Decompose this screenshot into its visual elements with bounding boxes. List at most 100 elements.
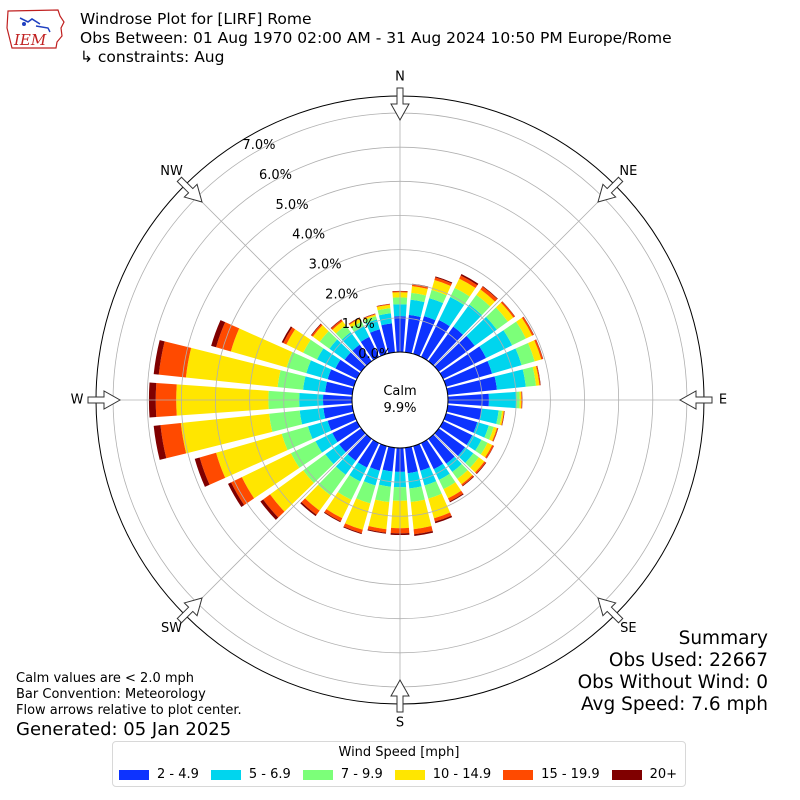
windrose-bar-segment: [319, 331, 338, 349]
windrose-bar-segment: [364, 316, 377, 324]
windrose-bar-segment: [409, 486, 425, 503]
windrose-bar-segment: [473, 422, 489, 438]
windrose-bar-segment: [413, 316, 436, 357]
chart-constraints: ↳ constraints: Aug: [80, 48, 225, 66]
windrose-bar-segment: [318, 466, 346, 496]
windrose-bar-segment: [231, 477, 255, 506]
windrose-bar-segment: [411, 284, 429, 289]
windrose-bar-segment: [433, 512, 452, 522]
compass-label: S: [396, 716, 404, 731]
flow-arrow-icon: [176, 597, 203, 624]
legend-title: Wind Speed [mph]: [338, 745, 460, 760]
windrose-bar-segment: [479, 330, 513, 359]
windrose-bar-segment: [325, 444, 346, 465]
windrose-bar-segment: [352, 344, 372, 366]
chart-subtitle: Obs Between: 01 Aug 1970 02:00 AM - 31 A…: [80, 29, 672, 47]
windrose-bar-segment: [523, 316, 534, 335]
windrose-bar-segment: [349, 318, 362, 328]
iowa-state-outline-icon: IEM: [6, 9, 65, 49]
windrose-bar-segment: [480, 442, 493, 458]
windrose-bar-segment: [446, 376, 497, 395]
windrose-bar-segment: [516, 317, 533, 339]
windrose-bar-segment: [521, 316, 534, 336]
windrose-bar-segment: [335, 325, 351, 340]
windrose-bar-segment: [306, 360, 332, 380]
windrose-bar-segment: [407, 471, 422, 489]
windrose-bar-segment: [434, 335, 475, 372]
grid-spoke: [433, 433, 616, 616]
windrose-bar-segment: [405, 446, 418, 474]
radial-tick-label: 5.0%: [276, 198, 309, 213]
legend-item: 7 - 9.9: [302, 767, 383, 782]
compass-label: N: [395, 70, 405, 85]
windrose-bar-segment: [345, 498, 371, 530]
windrose-bar-segment: [480, 286, 498, 302]
windrose-bar-segment: [367, 529, 387, 534]
legend-swatch: [210, 769, 241, 780]
windrose-bar-segment: [375, 484, 391, 503]
windrose-bar-segment: [367, 526, 387, 533]
windrose-bar-segment: [158, 341, 192, 378]
windrose-bar-segment: [536, 365, 541, 386]
windrose-bar-segment: [311, 323, 323, 337]
windrose-bar-segment: [332, 321, 346, 334]
windrose-bar-segment: [459, 275, 478, 289]
windrose-bar-segment: [303, 454, 334, 484]
windrose-bar-segment: [475, 439, 488, 455]
legend-label: 15 - 19.9: [541, 767, 600, 782]
windrose-bar-segment: [494, 369, 526, 390]
windrose-bar-segment: [376, 304, 391, 311]
chart-title: Windrose Plot for [LIRF] Rome: [80, 10, 312, 28]
summary-avg-speed: Avg Speed: 7.6 mph: [580, 694, 768, 715]
flow-arrow-icon: [597, 597, 624, 624]
legend-swatch: [119, 769, 149, 780]
windrose-bar-segment: [307, 420, 332, 439]
windrose-bar-segment: [500, 301, 515, 318]
windrose-bar-segment: [341, 332, 360, 351]
windrose-bar-segment: [499, 410, 504, 426]
windrose-bar-segment: [290, 441, 323, 468]
calm-note: Calm values are < 2.0 mph: [16, 671, 195, 686]
windrose-bar-segment: [457, 470, 473, 485]
legend-item: 15 - 19.9: [503, 767, 600, 782]
windrose-bar-segment: [283, 327, 296, 345]
windrose-bar-segment: [421, 439, 444, 470]
windrose-bar-segment: [466, 435, 482, 451]
radial-tick-label: 3.0%: [309, 257, 342, 272]
windrose-bar-segment: [453, 304, 482, 335]
windrose-bar-segment: [299, 408, 326, 425]
flow-arrow-icon: [390, 87, 410, 122]
windrose-bar-segment: [281, 326, 293, 344]
windrose-bar-segment: [443, 413, 478, 433]
windrose-bar-segment: [534, 339, 543, 360]
windrose-bar-segment: [479, 408, 499, 424]
windrose-bar-segment: [332, 421, 361, 443]
windrose-bar-segment: [270, 470, 314, 512]
windrose-bar-segment: [439, 346, 487, 379]
legend-item: 10 - 14.9: [394, 767, 491, 782]
windrose-bar-segment: [326, 492, 352, 519]
windrose-bar-segment: [522, 366, 536, 387]
windrose-bar-segment: [439, 421, 473, 445]
convention-note: Bar Convention: Meteorology: [16, 687, 206, 702]
windrose-bar-segment: [376, 303, 390, 307]
windrose-bar-segment: [300, 502, 317, 517]
windrose-bar-segment: [348, 317, 360, 324]
windrose-bar-segment: [260, 499, 279, 520]
windrose-bar-segment: [286, 352, 311, 374]
legend-label: 7 - 9.9: [340, 767, 383, 782]
flow-arrow-icon: [678, 390, 713, 410]
windrose-bar-segment: [316, 348, 341, 369]
legend-label: 2 - 4.9: [157, 767, 199, 782]
radial-tick-label: 7.0%: [242, 138, 275, 153]
windrose-bar-segment: [339, 428, 366, 453]
windrose-bar-segment: [323, 511, 341, 523]
windrose-bar-segment: [377, 308, 391, 316]
windrose-bar-segment: [446, 456, 462, 472]
windrose-bar-segment: [356, 481, 376, 504]
windrose-bar-segment: [327, 413, 357, 431]
legend-label: 20+: [649, 767, 678, 782]
windrose-bar-segment: [503, 321, 526, 346]
windrose-bar-segment: [469, 294, 491, 316]
